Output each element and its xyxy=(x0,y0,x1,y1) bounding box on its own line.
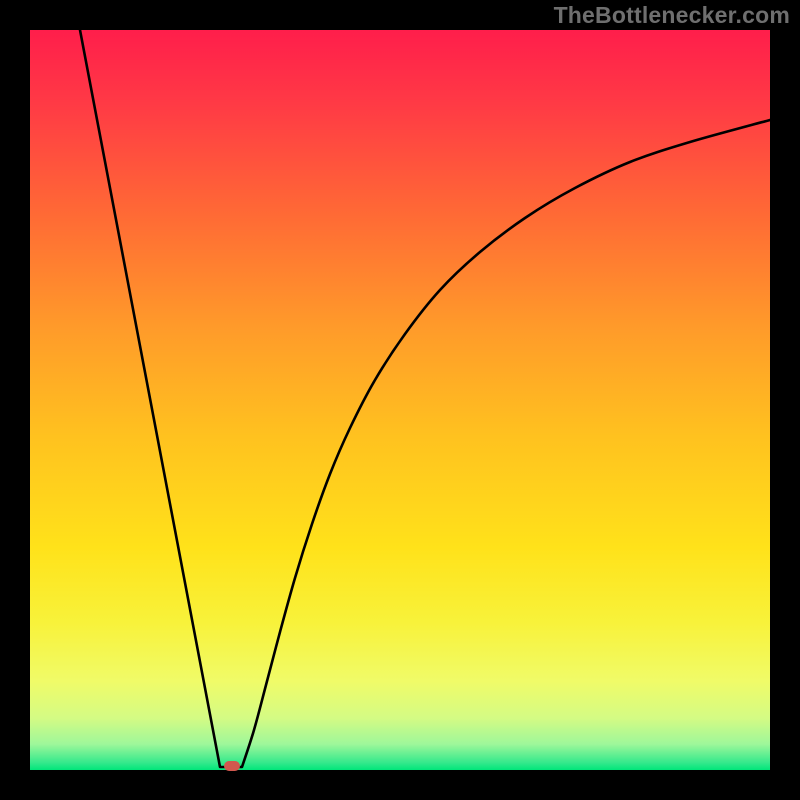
plot-area xyxy=(30,30,770,770)
watermark-text: TheBottlenecker.com xyxy=(554,2,790,29)
optimal-point-marker xyxy=(224,761,240,771)
curve-layer xyxy=(30,30,770,770)
bottleneck-curve xyxy=(80,30,770,767)
chart-container: TheBottlenecker.com xyxy=(0,0,800,800)
